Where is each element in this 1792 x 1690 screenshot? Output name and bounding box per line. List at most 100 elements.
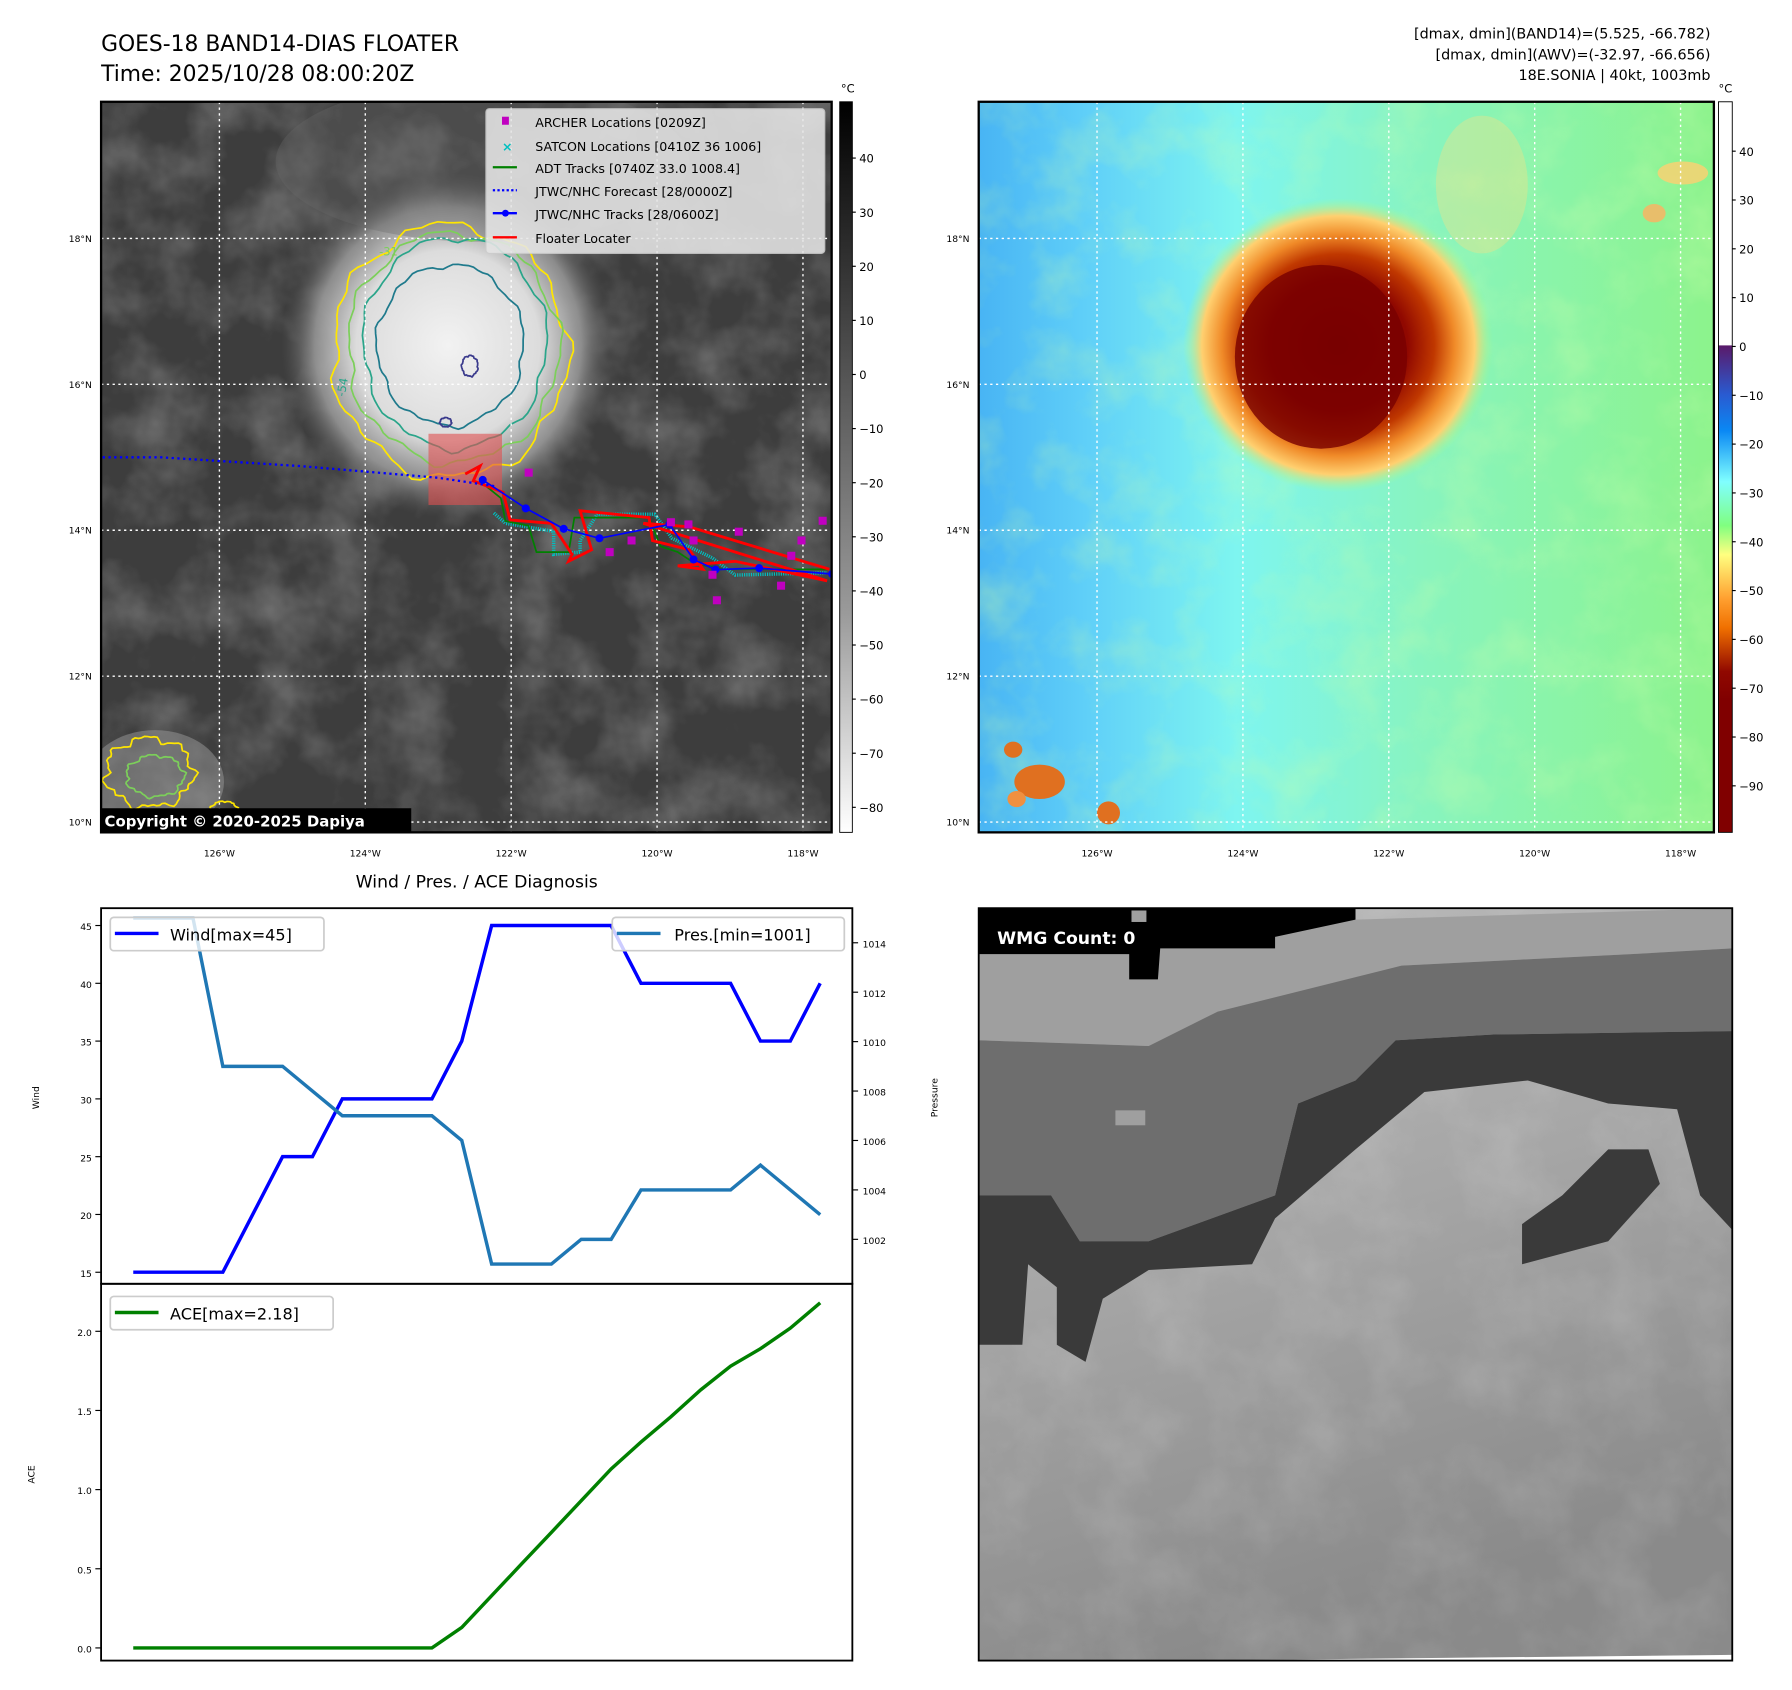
y-tick-label: 25 — [80, 1153, 92, 1164]
archer-point — [666, 518, 675, 527]
archer-point — [712, 596, 721, 605]
lat-label: 18°N — [69, 234, 92, 245]
colorbar-tick-label: 20 — [859, 260, 874, 274]
jtwc-track-point — [521, 504, 530, 513]
ace-legend: ACE[max=2.18] — [109, 1295, 334, 1331]
wind-legend: Wind[max=45] — [109, 916, 325, 952]
colorbar-tick-label: −50 — [859, 639, 883, 653]
y-right-tick-label: 1008 — [863, 1088, 887, 1099]
lon-label: 118°W — [1665, 848, 1696, 859]
figure-title: GOES-18 BAND14-DIAS FLOATER — [101, 32, 459, 57]
jtwc-track-point — [755, 564, 764, 573]
contour-navy — [460, 354, 479, 379]
lat-label: 14°N — [69, 526, 92, 537]
awv-range: [dmax, dmin](AWV)=(-32.97, -66.656) — [1435, 47, 1710, 63]
colorbar-tick-label: −60 — [1739, 633, 1763, 647]
contour-label: -31 — [379, 245, 398, 259]
satcon-track — [492, 511, 828, 577]
lon-label: 118°W — [787, 848, 818, 859]
satcon-marker-icon: × — [502, 139, 513, 154]
contour-label: -54 — [334, 377, 351, 398]
archer-point — [787, 551, 796, 560]
colorbar-band14 — [839, 101, 853, 833]
colorbar-tick-label: −40 — [1739, 535, 1763, 549]
y-right-tick-label: 1010 — [863, 1038, 887, 1049]
colorbar-tick-label: −20 — [859, 476, 883, 490]
archer-point — [684, 520, 693, 529]
archer-point — [818, 516, 827, 525]
y-right-tick-label: 1006 — [863, 1137, 887, 1148]
wmg-count: WMG Count: 0 — [997, 929, 1135, 949]
colorbar-tick-label: −60 — [859, 693, 883, 707]
archer-point — [708, 570, 717, 579]
wind-axis-label: Wind — [31, 1086, 42, 1109]
y-tick-label: 15 — [80, 1269, 92, 1280]
legend-archer: ARCHER Locations [0209Z] — [535, 115, 705, 130]
colorbar-tick-label: −50 — [1739, 584, 1763, 598]
archer-point — [605, 548, 614, 557]
contour-navy — [438, 416, 453, 428]
jtwc-track-point — [595, 534, 604, 543]
colorbar-unit: °C — [1718, 82, 1732, 96]
contour-lightgreen — [125, 753, 188, 800]
lat-label: 14°N — [946, 526, 969, 537]
archer-point — [777, 581, 786, 590]
series-line-wind — [133, 923, 822, 1274]
y-right-tick-label: 1002 — [863, 1236, 886, 1247]
lat-label: 16°N — [946, 380, 969, 391]
lon-label: 124°W — [1227, 848, 1258, 859]
y-tick-label: 35 — [80, 1038, 92, 1049]
lon-label: 120°W — [641, 848, 672, 859]
figure-time: Time: 2025/10/28 08:00:20Z — [100, 62, 414, 87]
y-tick-label: 0.0 — [77, 1645, 92, 1656]
archer-marker-icon — [501, 116, 509, 125]
colorbar-unit: °C — [841, 82, 855, 96]
colorbar-tick-label: −30 — [859, 530, 883, 544]
ace-legend-label: ACE[max=2.18] — [170, 1304, 299, 1323]
colorbar-tick-label: 20 — [1739, 242, 1754, 256]
lat-label: 12°N — [946, 672, 969, 683]
colorbar-tick-label: −70 — [859, 747, 883, 761]
storm-info: 18E.SONIA | 40kt, 1003mb — [1519, 68, 1711, 84]
y-tick-label: 1.0 — [77, 1486, 92, 1497]
lat-label: 10°N — [946, 817, 969, 828]
colorbar-tick-label: 10 — [859, 314, 874, 328]
jtwc-track-point — [559, 524, 568, 533]
archer-point — [524, 468, 533, 477]
pressure-legend: Pres.[min=1001] — [611, 916, 846, 952]
pressure-axis-label: Pressure — [929, 1078, 940, 1118]
colorbar-tick-label: −30 — [1739, 487, 1763, 501]
colorbar-tick-label: −20 — [1739, 438, 1763, 452]
copyright-box — [101, 808, 412, 833]
y-tick-label: 30 — [80, 1095, 92, 1106]
copyright-text: Copyright © 2020-2025 Dapiya — [105, 813, 365, 831]
colorbar-tick-label: 30 — [859, 206, 874, 220]
legend-floater: Floater Locater — [535, 231, 631, 246]
y-right-tick-label: 1014 — [863, 939, 887, 950]
legend-adt: ADT Tracks [0740Z 33.0 1008.4] — [535, 161, 740, 176]
y-tick-label: 2.0 — [77, 1328, 92, 1339]
lon-label: 122°W — [1373, 848, 1404, 859]
colorbar-tick-label: −80 — [859, 801, 883, 815]
colorbar-tick-label: −40 — [859, 584, 883, 598]
jtwc-track-point — [478, 475, 487, 484]
colorbar-tick-label: 30 — [1739, 194, 1754, 208]
colorbar-tick-label: 10 — [1739, 291, 1754, 305]
colorbar-tick-label: −90 — [1739, 779, 1763, 793]
lat-label: 10°N — [69, 817, 92, 828]
y-tick-label: 1.5 — [77, 1407, 92, 1418]
pressure-legend-label: Pres.[min=1001] — [674, 925, 810, 944]
floater-locator-box — [428, 433, 502, 505]
contour-darkteal — [374, 263, 525, 431]
diagnosis-title: Wind / Pres. / ACE Diagnosis — [356, 873, 598, 893]
lon-label: 126°W — [204, 848, 235, 859]
colorbar-tick-label: 0 — [859, 368, 866, 382]
lat-label: 12°N — [69, 672, 92, 683]
colorbar-tick-label: 40 — [859, 152, 874, 166]
colorbar-awv — [1718, 101, 1733, 833]
series-line-pres. — [133, 916, 822, 1266]
map-legend: × ARCHER Locations [0209Z] SATCON Locati… — [485, 108, 826, 254]
lon-label: 124°W — [350, 848, 381, 859]
jtwc-forecast-line — [102, 456, 497, 488]
archer-point — [734, 527, 743, 536]
